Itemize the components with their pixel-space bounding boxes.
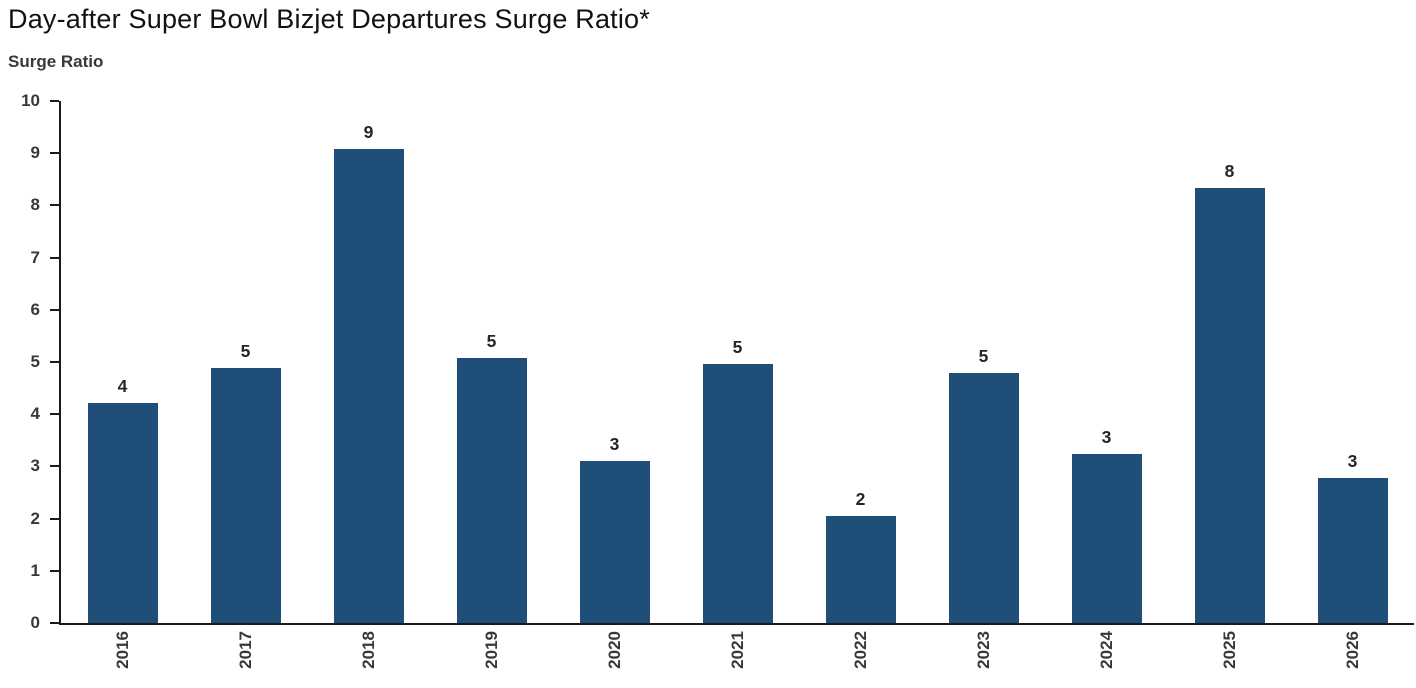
bar-value-label: 8 (1224, 160, 1235, 181)
x-axis-tick-label: 2023 (973, 631, 993, 669)
y-axis-tick (50, 517, 59, 520)
bar (702, 364, 773, 623)
chart-title: Day-after Super Bowl Bizjet Departures S… (8, 4, 650, 34)
y-axis-tick-label: 9 (30, 143, 40, 163)
y-axis-tick-label: 3 (30, 456, 40, 476)
y-axis-tick (50, 413, 59, 416)
y-axis-tick-label: 6 (30, 299, 40, 319)
bar-value-label: 3 (1101, 426, 1112, 447)
y-axis-tick-label: 2 (30, 508, 40, 528)
y-axis-tick-label: 0 (30, 613, 40, 632)
plot-area: 0 1 2 3 4 5 6 7 8 9 10 4 5 9 5 3 5 2 5 3 8 3 2016 2017 2018 201… (21, 91, 1414, 669)
bar (333, 149, 404, 623)
x-axis-tick-label: 2021 (727, 631, 747, 669)
y-axis-tick (50, 569, 59, 572)
y-axis-title: Surge Ratio (8, 52, 104, 71)
bar (825, 516, 896, 623)
y-axis-tick-label: 10 (21, 91, 40, 110)
x-axis-tick-label: 2017 (235, 631, 255, 669)
bar (1317, 477, 1388, 623)
bar (1071, 453, 1142, 623)
x-axis-tick-label: 2016 (112, 631, 132, 669)
bar (1194, 188, 1265, 623)
y-axis-tick-label: 1 (30, 560, 40, 580)
y-axis-tick (50, 308, 59, 311)
y-axis-tick (50, 361, 59, 363)
x-axis-tick-label: 2019 (481, 631, 501, 669)
y-axis-tick-label: 5 (30, 352, 40, 371)
bar-value-label: 2 (855, 488, 866, 509)
y-axis-tick-label: 7 (30, 247, 40, 267)
bar-value-label: 9 (363, 121, 374, 142)
bar-value-label: 5 (732, 336, 743, 357)
bar-value-label: 3 (1347, 450, 1358, 471)
bar (456, 357, 527, 623)
x-axis-tick-label: 2022 (850, 631, 870, 669)
bar-value-label: 4 (117, 376, 128, 396)
y-axis-tick (50, 622, 59, 624)
y-axis-tick (50, 152, 59, 155)
x-axis-tick-label: 2025 (1219, 631, 1239, 669)
x-axis-tick-label: 2026 (1342, 631, 1362, 669)
bar (579, 461, 650, 623)
y-axis-tick (50, 204, 59, 207)
x-axis-tick-label: 2024 (1096, 631, 1116, 669)
y-axis-tick-label: 4 (30, 404, 40, 424)
bar-value-label: 3 (609, 433, 620, 454)
bar-value-label: 5 (486, 330, 497, 351)
y-axis-tick (50, 100, 59, 102)
bar-value-label: 5 (978, 345, 989, 366)
x-axis-tick-label: 2018 (358, 631, 378, 669)
x-axis-tick-label: 2020 (604, 631, 624, 669)
bar-value-label: 5 (240, 340, 251, 361)
y-axis-tick (50, 465, 59, 468)
y-axis-tick (50, 256, 59, 259)
y-axis-tick-label: 8 (30, 195, 40, 215)
bar (948, 372, 1019, 623)
bar (87, 403, 158, 623)
bar (210, 367, 281, 623)
